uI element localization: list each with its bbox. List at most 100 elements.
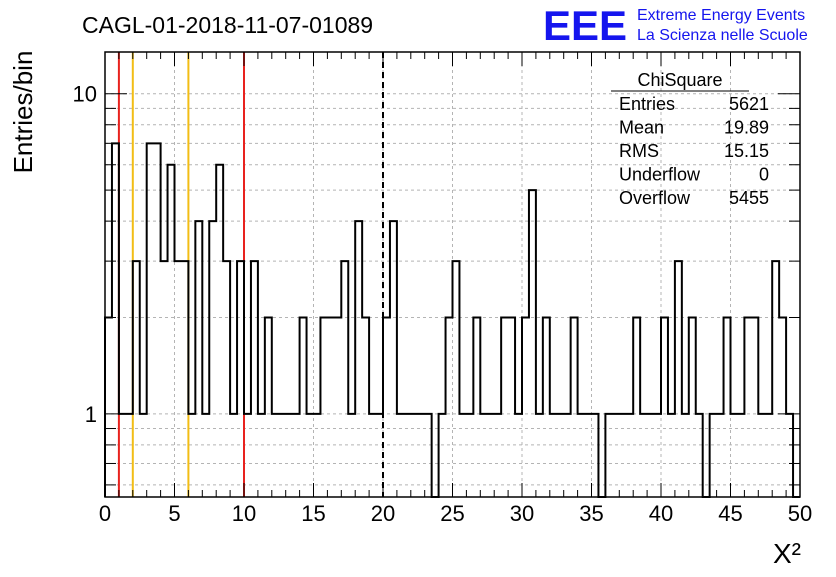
histogram-bin-94 bbox=[758, 414, 765, 497]
histogram-bin-14 bbox=[202, 414, 209, 497]
histogram-bin-79 bbox=[654, 414, 661, 497]
histogram-bin-93 bbox=[751, 318, 758, 497]
y-tick-label: 1 bbox=[85, 402, 97, 427]
stats-row-label: Mean bbox=[619, 118, 664, 138]
histogram-bin-77 bbox=[640, 414, 647, 497]
x-tick-label: 40 bbox=[649, 501, 673, 526]
stats-row-value: 19.89 bbox=[724, 118, 769, 138]
histogram-bin-23 bbox=[265, 318, 272, 497]
histogram-bin-25 bbox=[279, 414, 286, 497]
histogram-bin-18 bbox=[230, 414, 237, 497]
histogram-bin-42 bbox=[397, 414, 404, 497]
histogram-bin-80 bbox=[661, 318, 668, 497]
histogram-bin-12 bbox=[188, 414, 195, 497]
histogram-bin-10 bbox=[175, 261, 182, 497]
histogram-bin-5 bbox=[140, 414, 147, 497]
histogram-bin-52 bbox=[466, 414, 473, 497]
histogram-bin-16 bbox=[216, 165, 223, 497]
histogram-bin-22 bbox=[258, 414, 265, 497]
histogram-bin-61 bbox=[529, 190, 536, 497]
histogram-bin-66 bbox=[564, 414, 571, 497]
histogram-bin-19 bbox=[237, 261, 244, 497]
histogram-bin-17 bbox=[223, 261, 230, 497]
run-title: CAGL-01-2018-11-07-01089 bbox=[82, 12, 373, 38]
histogram-bin-35 bbox=[348, 414, 355, 497]
histogram-bin-8 bbox=[161, 261, 168, 497]
histogram-bin-9 bbox=[168, 165, 175, 497]
histogram-bin-0 bbox=[105, 318, 112, 497]
histogram-bin-36 bbox=[355, 221, 362, 497]
histogram-bin-45 bbox=[418, 414, 425, 497]
histogram-bin-6 bbox=[147, 143, 154, 497]
stats-box: ChiSquare Entries 5621 Mean 19.89 RMS 15.15 Un… bbox=[611, 70, 769, 208]
histogram-bin-97 bbox=[779, 318, 786, 497]
stats-row-value: 0 bbox=[759, 165, 769, 185]
histogram-bin-49 bbox=[446, 318, 453, 497]
histogram-bin-75 bbox=[626, 414, 633, 497]
stats-row-label: RMS bbox=[619, 141, 659, 161]
x-axis-title: X² bbox=[773, 538, 801, 569]
histogram-bin-13 bbox=[195, 221, 202, 497]
histogram-bin-43 bbox=[404, 414, 411, 497]
x-tick-label: 30 bbox=[510, 501, 534, 526]
histogram-bin-53 bbox=[473, 318, 480, 497]
stats-row-label: Entries bbox=[619, 94, 675, 114]
histogram-bin-64 bbox=[550, 414, 557, 497]
histogram-bin-91 bbox=[737, 414, 744, 497]
stats-rows: Entries 5621 Mean 19.89 RMS 15.15 Underflow 0 Ov… bbox=[619, 94, 769, 208]
histogram-bin-37 bbox=[362, 318, 369, 497]
histogram-bin-1 bbox=[112, 143, 119, 497]
histogram-bin-76 bbox=[633, 318, 640, 497]
histogram-bin-82 bbox=[675, 261, 682, 497]
project-name-line2: La Scienza nelle Scuole bbox=[637, 27, 808, 44]
histogram-bin-40 bbox=[383, 318, 390, 497]
x-tick-label: 15 bbox=[301, 501, 325, 526]
histogram-bin-55 bbox=[487, 414, 494, 497]
histogram-bin-21 bbox=[251, 261, 258, 497]
histogram-bin-83 bbox=[682, 414, 689, 497]
histogram-bin-51 bbox=[459, 414, 466, 497]
histogram-bin-33 bbox=[334, 318, 341, 497]
histogram-bin-32 bbox=[327, 318, 334, 497]
histogram-bin-39 bbox=[376, 414, 383, 497]
histogram-bin-58 bbox=[508, 318, 515, 497]
histogram-bin-3 bbox=[126, 414, 133, 497]
histogram-bin-11 bbox=[181, 261, 188, 497]
histogram-bin-28 bbox=[300, 318, 307, 497]
histogram-bin-95 bbox=[765, 414, 772, 497]
histogram-bin-44 bbox=[411, 414, 418, 497]
x-tick-label: 0 bbox=[99, 501, 111, 526]
histogram-bin-26 bbox=[286, 414, 293, 497]
histogram-bin-4 bbox=[133, 261, 140, 497]
y-tick-label: 10 bbox=[73, 82, 97, 107]
histogram-bin-69 bbox=[585, 414, 592, 497]
histogram-bin-20 bbox=[244, 414, 251, 497]
eee-logo: EEE Extreme Energy Events La Scienza nel… bbox=[543, 2, 808, 49]
histogram-bin-72 bbox=[605, 414, 612, 497]
stats-row-label: Overflow bbox=[619, 188, 691, 208]
stats-row-value: 5455 bbox=[729, 188, 769, 208]
histogram-bin-85 bbox=[696, 414, 703, 497]
histogram-bin-92 bbox=[744, 318, 751, 497]
histogram-bin-60 bbox=[522, 318, 529, 497]
histogram-bin-81 bbox=[668, 414, 675, 497]
histogram-bin-29 bbox=[307, 414, 314, 497]
histogram-bin-59 bbox=[515, 414, 522, 497]
x-tick-label: 45 bbox=[718, 501, 742, 526]
histogram-bin-2 bbox=[119, 414, 126, 497]
histogram-bin-73 bbox=[612, 414, 619, 497]
histogram-bin-89 bbox=[724, 318, 731, 497]
histogram-bin-31 bbox=[320, 318, 327, 497]
histogram-bin-57 bbox=[501, 318, 508, 497]
histogram-bin-56 bbox=[494, 414, 501, 497]
eee-logo-text: EEE bbox=[543, 2, 627, 49]
stats-row-value: 5621 bbox=[729, 94, 769, 114]
histogram-bin-74 bbox=[619, 414, 626, 497]
x-tick-label: 25 bbox=[440, 501, 464, 526]
histogram-bin-54 bbox=[480, 414, 487, 497]
histogram-bin-65 bbox=[557, 414, 564, 497]
histogram-bin-88 bbox=[717, 414, 724, 497]
y-axis-title: Entries/bin bbox=[8, 51, 38, 174]
histogram-bin-27 bbox=[293, 414, 300, 497]
stats-row-label: Underflow bbox=[619, 165, 701, 185]
